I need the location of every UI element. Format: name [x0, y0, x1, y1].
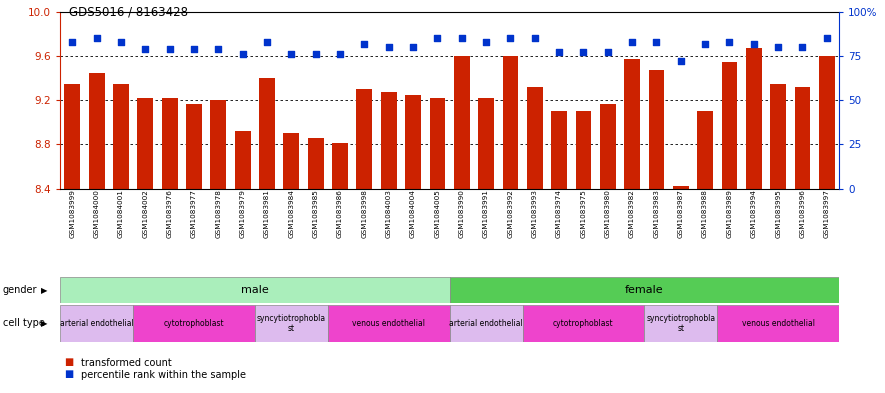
Bar: [522, 305, 644, 342]
Text: male: male: [241, 285, 269, 295]
Text: arterial endothelial: arterial endothelial: [60, 319, 134, 328]
Point: [89, 35, 104, 41]
Point: [601, 49, 615, 55]
Point: [820, 35, 834, 41]
Text: syncytiotrophobla
st: syncytiotrophobla st: [646, 314, 715, 333]
Point: [138, 46, 152, 52]
Bar: [721, 62, 737, 189]
Text: gender: gender: [3, 285, 37, 295]
Bar: [644, 305, 717, 342]
Point: [309, 51, 323, 57]
Point: [673, 58, 688, 64]
Bar: [746, 48, 762, 189]
Bar: [503, 56, 519, 189]
Bar: [450, 305, 522, 342]
Point: [650, 39, 664, 45]
Point: [284, 51, 298, 57]
Bar: [478, 98, 494, 189]
Bar: [575, 111, 591, 189]
Point: [163, 46, 177, 52]
Bar: [113, 84, 129, 189]
Point: [235, 51, 250, 57]
Point: [114, 39, 128, 45]
Text: cytotrophoblast: cytotrophoblast: [164, 319, 225, 328]
Point: [722, 39, 736, 45]
Bar: [405, 95, 421, 189]
Bar: [327, 305, 450, 342]
Point: [455, 35, 469, 41]
Point: [406, 44, 420, 50]
Text: cytotrophoblast: cytotrophoblast: [553, 319, 614, 328]
Bar: [551, 111, 567, 189]
Point: [260, 39, 274, 45]
Bar: [133, 305, 255, 342]
Point: [479, 39, 493, 45]
Bar: [60, 305, 133, 342]
Point: [212, 46, 226, 52]
Bar: [88, 73, 104, 189]
Point: [576, 49, 590, 55]
Bar: [60, 277, 450, 303]
Point: [504, 35, 518, 41]
Bar: [137, 98, 153, 189]
Bar: [770, 84, 786, 189]
Point: [187, 46, 201, 52]
Bar: [308, 138, 324, 189]
Bar: [600, 103, 616, 189]
Text: cell type: cell type: [3, 318, 44, 328]
Point: [747, 40, 761, 47]
Bar: [717, 305, 839, 342]
Bar: [649, 70, 665, 189]
Bar: [255, 305, 327, 342]
Bar: [450, 277, 839, 303]
Point: [796, 44, 810, 50]
Bar: [65, 84, 81, 189]
Bar: [332, 143, 348, 189]
Bar: [429, 98, 445, 189]
Point: [333, 51, 347, 57]
Bar: [283, 133, 299, 189]
Point: [771, 44, 785, 50]
Text: GDS5016 / 8163428: GDS5016 / 8163428: [69, 6, 188, 19]
Text: percentile rank within the sample: percentile rank within the sample: [81, 370, 245, 380]
Bar: [527, 87, 543, 189]
Text: female: female: [625, 285, 664, 295]
Text: ■: ■: [65, 369, 73, 379]
Point: [527, 35, 542, 41]
Text: syncytiotrophobla
st: syncytiotrophobla st: [257, 314, 326, 333]
Bar: [162, 98, 178, 189]
Bar: [381, 92, 396, 189]
Bar: [454, 56, 470, 189]
Point: [358, 40, 372, 47]
Bar: [259, 78, 275, 189]
Text: ▶: ▶: [41, 319, 47, 328]
Text: ▶: ▶: [41, 286, 47, 294]
Point: [698, 40, 712, 47]
Text: arterial endothelial: arterial endothelial: [450, 319, 523, 328]
Text: ■: ■: [65, 358, 73, 367]
Point: [430, 35, 444, 41]
Bar: [235, 131, 250, 189]
Bar: [819, 56, 835, 189]
Bar: [624, 59, 640, 189]
Bar: [186, 103, 202, 189]
Bar: [357, 89, 373, 189]
Text: venous endothelial: venous endothelial: [352, 319, 425, 328]
Text: venous endothelial: venous endothelial: [742, 319, 814, 328]
Point: [381, 44, 396, 50]
Bar: [211, 100, 227, 189]
Point: [625, 39, 639, 45]
Point: [65, 39, 80, 45]
Bar: [795, 87, 811, 189]
Point: [552, 49, 566, 55]
Text: transformed count: transformed count: [81, 358, 172, 368]
Bar: [673, 186, 689, 189]
Bar: [697, 111, 713, 189]
